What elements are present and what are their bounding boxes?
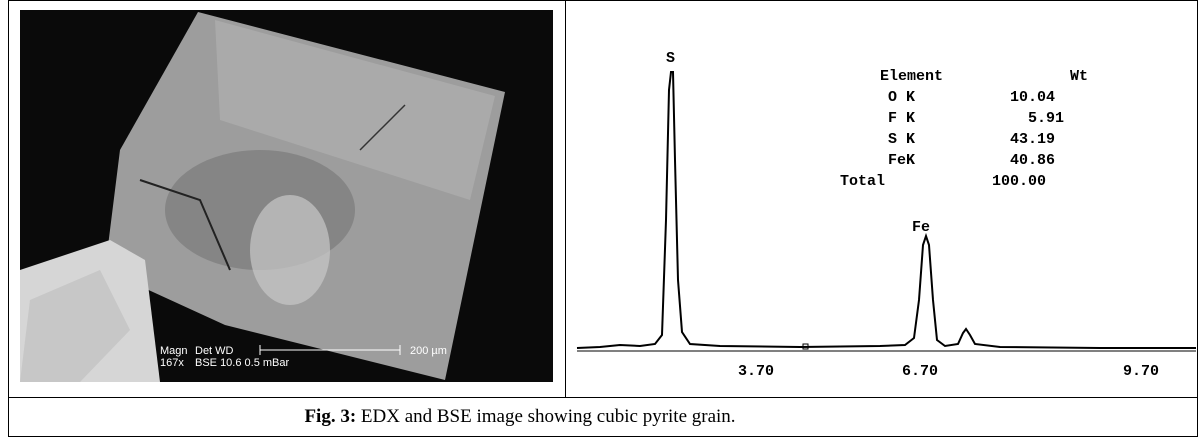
caption-text: EDX and BSE image showing cubic pyrite g…	[360, 406, 736, 427]
table-header: Element	[880, 68, 943, 85]
x-tick-label: 6.70	[902, 363, 938, 380]
element: F K	[888, 110, 915, 127]
bse-label: 167x	[160, 357, 184, 369]
wt-value: 43.19	[1010, 131, 1055, 148]
peak-label: S	[666, 50, 675, 67]
bse-image	[20, 10, 553, 382]
wt-value: 40.86	[1010, 152, 1055, 169]
bse-label: BSE 10.6 0.5 mBar	[195, 357, 289, 369]
wt-value: 10.04	[1010, 89, 1055, 106]
peak-label: Fe	[912, 219, 930, 236]
element: O K	[888, 89, 915, 106]
bse-label: Magn	[160, 345, 188, 357]
bse-label: Det WD	[195, 345, 234, 357]
element: Total	[840, 173, 885, 190]
wt-value: 100.00	[992, 173, 1046, 190]
element: S K	[888, 131, 915, 148]
wt-value: 5.91	[1028, 110, 1064, 127]
element: FeK	[888, 152, 915, 169]
table-header: Wt	[1070, 68, 1088, 85]
caption: Fig. 3: EDX and BSE image showing cubic …	[0, 398, 1040, 436]
caption-label: Fig. 3:	[304, 406, 357, 427]
edx-spectrum: S Fe 3.70 6.70 9.70 Element Wt O K 10.04…	[576, 50, 1196, 380]
scale-bar-label: 200 µm	[410, 345, 447, 357]
x-tick-label: 3.70	[738, 363, 774, 380]
x-tick-label: 9.70	[1123, 363, 1159, 380]
